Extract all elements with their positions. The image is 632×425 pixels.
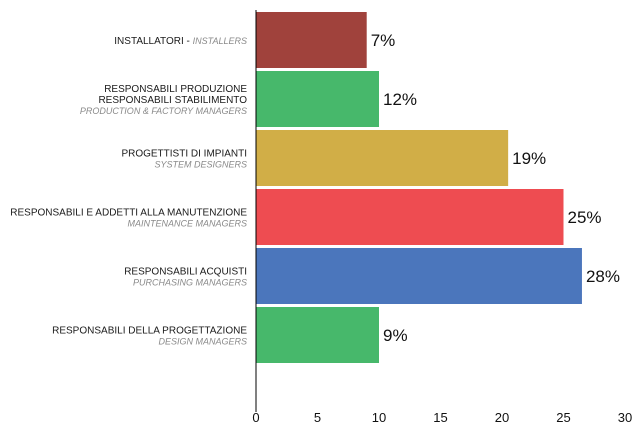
bar-value-label-6: 9%: [383, 326, 408, 345]
bar-value-label-5: 28%: [586, 267, 620, 286]
bars-layer: [256, 12, 582, 363]
category-sublabel-inline: INSTALLERS: [193, 36, 247, 46]
category-label-5-line-1: RESPONSABILI ACQUISTI: [124, 267, 247, 278]
x-tick-label-25: 25: [556, 410, 570, 425]
bar-5: [256, 248, 582, 304]
category-label-text: RESPONSABILI STABILIMENTO: [98, 95, 247, 106]
bar-4: [256, 189, 564, 245]
category-label-3-line-1: PROGETTISTI DI IMPIANTI: [121, 149, 247, 160]
x-tick-label-5: 5: [314, 410, 321, 425]
category-label-text: PROGETTISTI DI IMPIANTI: [121, 149, 247, 160]
category-label-2-line-2: RESPONSABILI STABILIMENTO: [98, 95, 247, 106]
category-label-1-line-1: INSTALLATORI - INSTALLERS: [114, 36, 247, 47]
bar-6: [256, 307, 379, 363]
bar-3: [256, 130, 509, 186]
value-labels-layer: 7% 12% 19% 25% 28% 9%: [371, 31, 620, 345]
x-axis-ticks-layer: 0 5 10 15 20 25 30: [252, 410, 632, 425]
category-label-text: RESPONSABILI ACQUISTI: [124, 267, 247, 278]
category-label-text: RESPONSABILI DELLA PROGETTAZIONE: [52, 326, 247, 337]
bar-value-label-3: 19%: [512, 149, 546, 168]
x-tick-label-20: 20: [495, 410, 509, 425]
category-sublabel-6: DESIGN MANAGERS: [158, 337, 247, 347]
bar-2: [256, 71, 379, 127]
x-tick-label-10: 10: [372, 410, 386, 425]
category-label-text: RESPONSABILI E ADDETTI ALLA MANUTENZIONE: [10, 208, 247, 219]
bar-1: [256, 12, 367, 68]
category-label-2-line-1: RESPONSABILI PRODUZIONE: [104, 84, 247, 95]
category-label-text: INSTALLATORI -: [114, 36, 192, 47]
category-sublabel-2: PRODUCTION & FACTORY MANAGERS: [80, 106, 247, 116]
x-tick-label-15: 15: [433, 410, 447, 425]
bar-value-label-4: 25%: [568, 208, 602, 227]
category-label-4-line-1: RESPONSABILI E ADDETTI ALLA MANUTENZIONE: [10, 208, 247, 219]
category-sublabel-3: SYSTEM DESIGNERS: [154, 160, 247, 170]
bar-value-label-2: 12%: [383, 90, 417, 109]
bar-value-label-1: 7%: [371, 31, 396, 50]
category-sublabel-4: MAINTENANCE MANAGERS: [127, 219, 247, 229]
category-sublabel-5: PURCHASING MANAGERS: [133, 278, 247, 288]
x-tick-label-0: 0: [252, 410, 259, 425]
category-label-text: RESPONSABILI PRODUZIONE: [104, 84, 247, 95]
x-tick-label-30: 30: [618, 410, 632, 425]
category-label-6-line-1: RESPONSABILI DELLA PROGETTAZIONE: [52, 326, 247, 337]
category-labels-layer: INSTALLATORI - INSTALLERS RESPONSABILI PR…: [10, 36, 247, 347]
